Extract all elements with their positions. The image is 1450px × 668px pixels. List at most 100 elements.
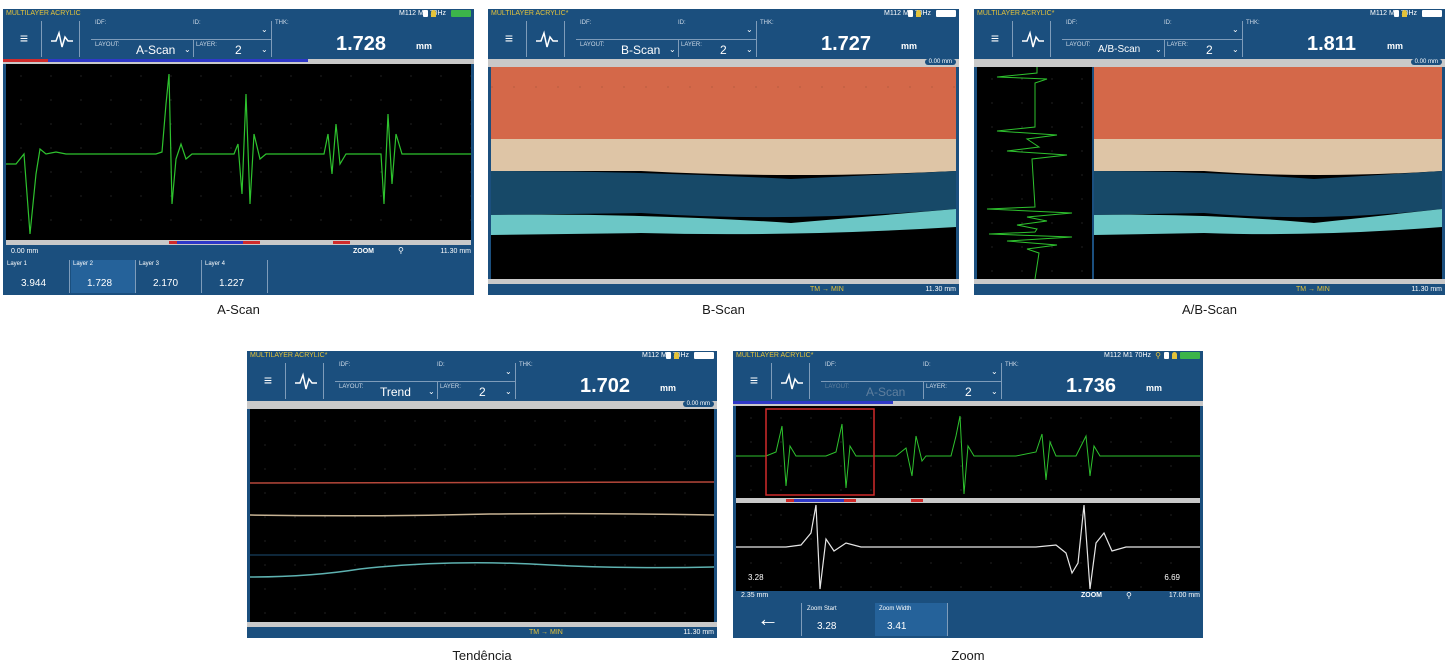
layout-select[interactable]: A-Scan (136, 43, 176, 57)
zoom-search-icon[interactable]: ⚲ (398, 246, 404, 255)
layout-select[interactable]: Trend (380, 385, 411, 399)
overview-display[interactable] (736, 406, 1200, 498)
thickness-unit: mm (416, 41, 433, 51)
id-label: ID: (678, 20, 686, 26)
id-dropdown-chevron-icon[interactable]: ⌄ (991, 367, 998, 376)
range-bar: 2.35 mm ZOOM ⚲ 17.00 mm (733, 591, 1203, 601)
range-indicator (6, 240, 471, 245)
layer-select[interactable]: 2 (479, 385, 486, 399)
layer-cell-value: 1.227 (219, 278, 245, 289)
range-end: 17.00 mm (1168, 592, 1200, 599)
ascan-side-display[interactable] (977, 67, 1092, 279)
tm-min-button[interactable]: TM → MIN (810, 286, 844, 293)
bscan-layers (1094, 67, 1442, 235)
layer-select[interactable]: 2 (965, 385, 972, 399)
waveform-icon (51, 30, 73, 48)
top-range-bar: 0.00 mm (488, 59, 959, 67)
layer-label: LAYER: (926, 384, 947, 390)
zoomed-display[interactable]: 3.28 6.69 (736, 503, 1200, 591)
layer-chevron-icon[interactable]: ⌄ (991, 387, 998, 396)
overview-waveform (736, 408, 1200, 496)
waveform-icon (781, 372, 803, 390)
bottom-range-bar: TM → MIN 11.30 mm (974, 284, 1445, 295)
gate-bar (3, 59, 474, 64)
menu-button[interactable]: ≡ (737, 363, 772, 399)
range-end: 11.30 mm (683, 629, 714, 636)
battery-icon (1422, 10, 1442, 17)
layout-chevron-icon[interactable]: ⌄ (184, 45, 191, 54)
layer-select[interactable]: 2 (1206, 43, 1213, 57)
zoom-start-label: Zoom Start (807, 606, 837, 612)
status-text: M112 M1 70Hz (642, 352, 689, 359)
trend-lines (250, 481, 714, 578)
zoom-window[interactable] (765, 408, 875, 496)
waveform-button[interactable] (528, 21, 565, 57)
zoom-button[interactable]: ZOOM (353, 248, 374, 255)
layout-label: LAYOUT: (95, 42, 120, 48)
top-range-bar: 0.00 mm (247, 401, 717, 409)
lock-icon (1394, 10, 1399, 17)
range-indicator (736, 498, 1200, 503)
id-dropdown-chevron-icon[interactable]: ⌄ (261, 25, 268, 34)
layout-chevron-icon[interactable]: ⌄ (428, 387, 435, 396)
lock-icon (908, 10, 913, 17)
waveform-button[interactable] (1014, 21, 1051, 57)
layer-cell: Layer 1 3.944 (5, 260, 70, 293)
menu-button[interactable]: ≡ (978, 21, 1013, 57)
layer-chevron-icon[interactable]: ⌄ (746, 45, 753, 54)
zoom-controls: ← Zoom Start 3.28 Zoom Width 3.41 (733, 601, 1203, 638)
layout-select[interactable]: B-Scan (621, 43, 661, 57)
range-end: 11.30 mm (1411, 286, 1442, 293)
thk-label: THK: (1246, 20, 1260, 26)
gate-bar (733, 401, 1203, 406)
status-text: M112 M1 70Hz (884, 10, 931, 17)
bscan-side-display[interactable] (1094, 67, 1442, 279)
zoom-marker-right: 6.69 (1164, 573, 1180, 582)
layer-select[interactable]: 2 (720, 43, 727, 57)
waveform-button[interactable] (43, 21, 80, 57)
bottom-range-bar: TM → MIN 11.30 mm (247, 627, 717, 638)
waveform-button[interactable] (773, 363, 810, 399)
bscan-layers (491, 67, 956, 235)
app-title: MULTILAYER ACRYLIC* (250, 352, 328, 359)
id-dropdown-chevron-icon[interactable]: ⌄ (505, 367, 512, 376)
menu-button[interactable]: ≡ (7, 21, 42, 57)
id-dropdown-chevron-icon[interactable]: ⌄ (1232, 25, 1239, 34)
layout-chevron-icon[interactable]: ⌄ (1155, 45, 1162, 54)
layout-chevron-icon[interactable]: ⌄ (669, 45, 676, 54)
layer-chevron-icon[interactable]: ⌄ (505, 387, 512, 396)
id-label: ID: (923, 362, 931, 368)
waveform-button[interactable] (287, 363, 324, 399)
id-label: ID: (193, 20, 201, 26)
layout-select[interactable]: A/B-Scan (1098, 44, 1141, 55)
zoom-search-icon[interactable]: ⚲ (1126, 591, 1132, 600)
ascan-display[interactable] (6, 64, 471, 240)
layout-select: A-Scan (866, 385, 906, 399)
app-title: MULTILAYER ACRYLIC* (491, 10, 569, 17)
thickness-value: 1.727 (821, 33, 872, 55)
thickness-value: 1.736 (1066, 375, 1117, 397)
app-title: MULTILAYER ACRYLIC* (736, 352, 814, 359)
id-label: ID: (437, 362, 445, 368)
layer-chevron-icon[interactable]: ⌄ (1232, 45, 1239, 54)
layer-label: LAYER: (1167, 42, 1188, 48)
id-dropdown-chevron-icon[interactable]: ⌄ (746, 25, 753, 34)
thk-label: THK: (760, 20, 774, 26)
tm-min-button[interactable]: TM → MIN (529, 629, 563, 636)
trend-display[interactable] (250, 409, 714, 622)
zoom-width-control[interactable]: Zoom Width 3.41 (875, 603, 948, 636)
zoom-start-value: 3.28 (817, 621, 837, 632)
waveform-icon (1022, 30, 1044, 48)
menu-button[interactable]: ≡ (251, 363, 286, 399)
back-button[interactable]: ← (735, 603, 802, 636)
zoom-start-control[interactable]: Zoom Start 3.28 (803, 603, 876, 636)
thickness-unit: mm (901, 41, 918, 51)
zoom-button[interactable]: ZOOM (1081, 592, 1102, 599)
layer-select[interactable]: 2 (235, 43, 242, 57)
bscan-display[interactable] (491, 67, 956, 279)
menu-button[interactable]: ≡ (492, 21, 527, 57)
tm-min-button[interactable]: TM → MIN (1296, 286, 1330, 293)
layer-chevron-icon[interactable]: ⌄ (261, 45, 268, 54)
range-end: 11.30 mm (925, 286, 956, 293)
layer-cell-value: 2.170 (153, 278, 179, 289)
